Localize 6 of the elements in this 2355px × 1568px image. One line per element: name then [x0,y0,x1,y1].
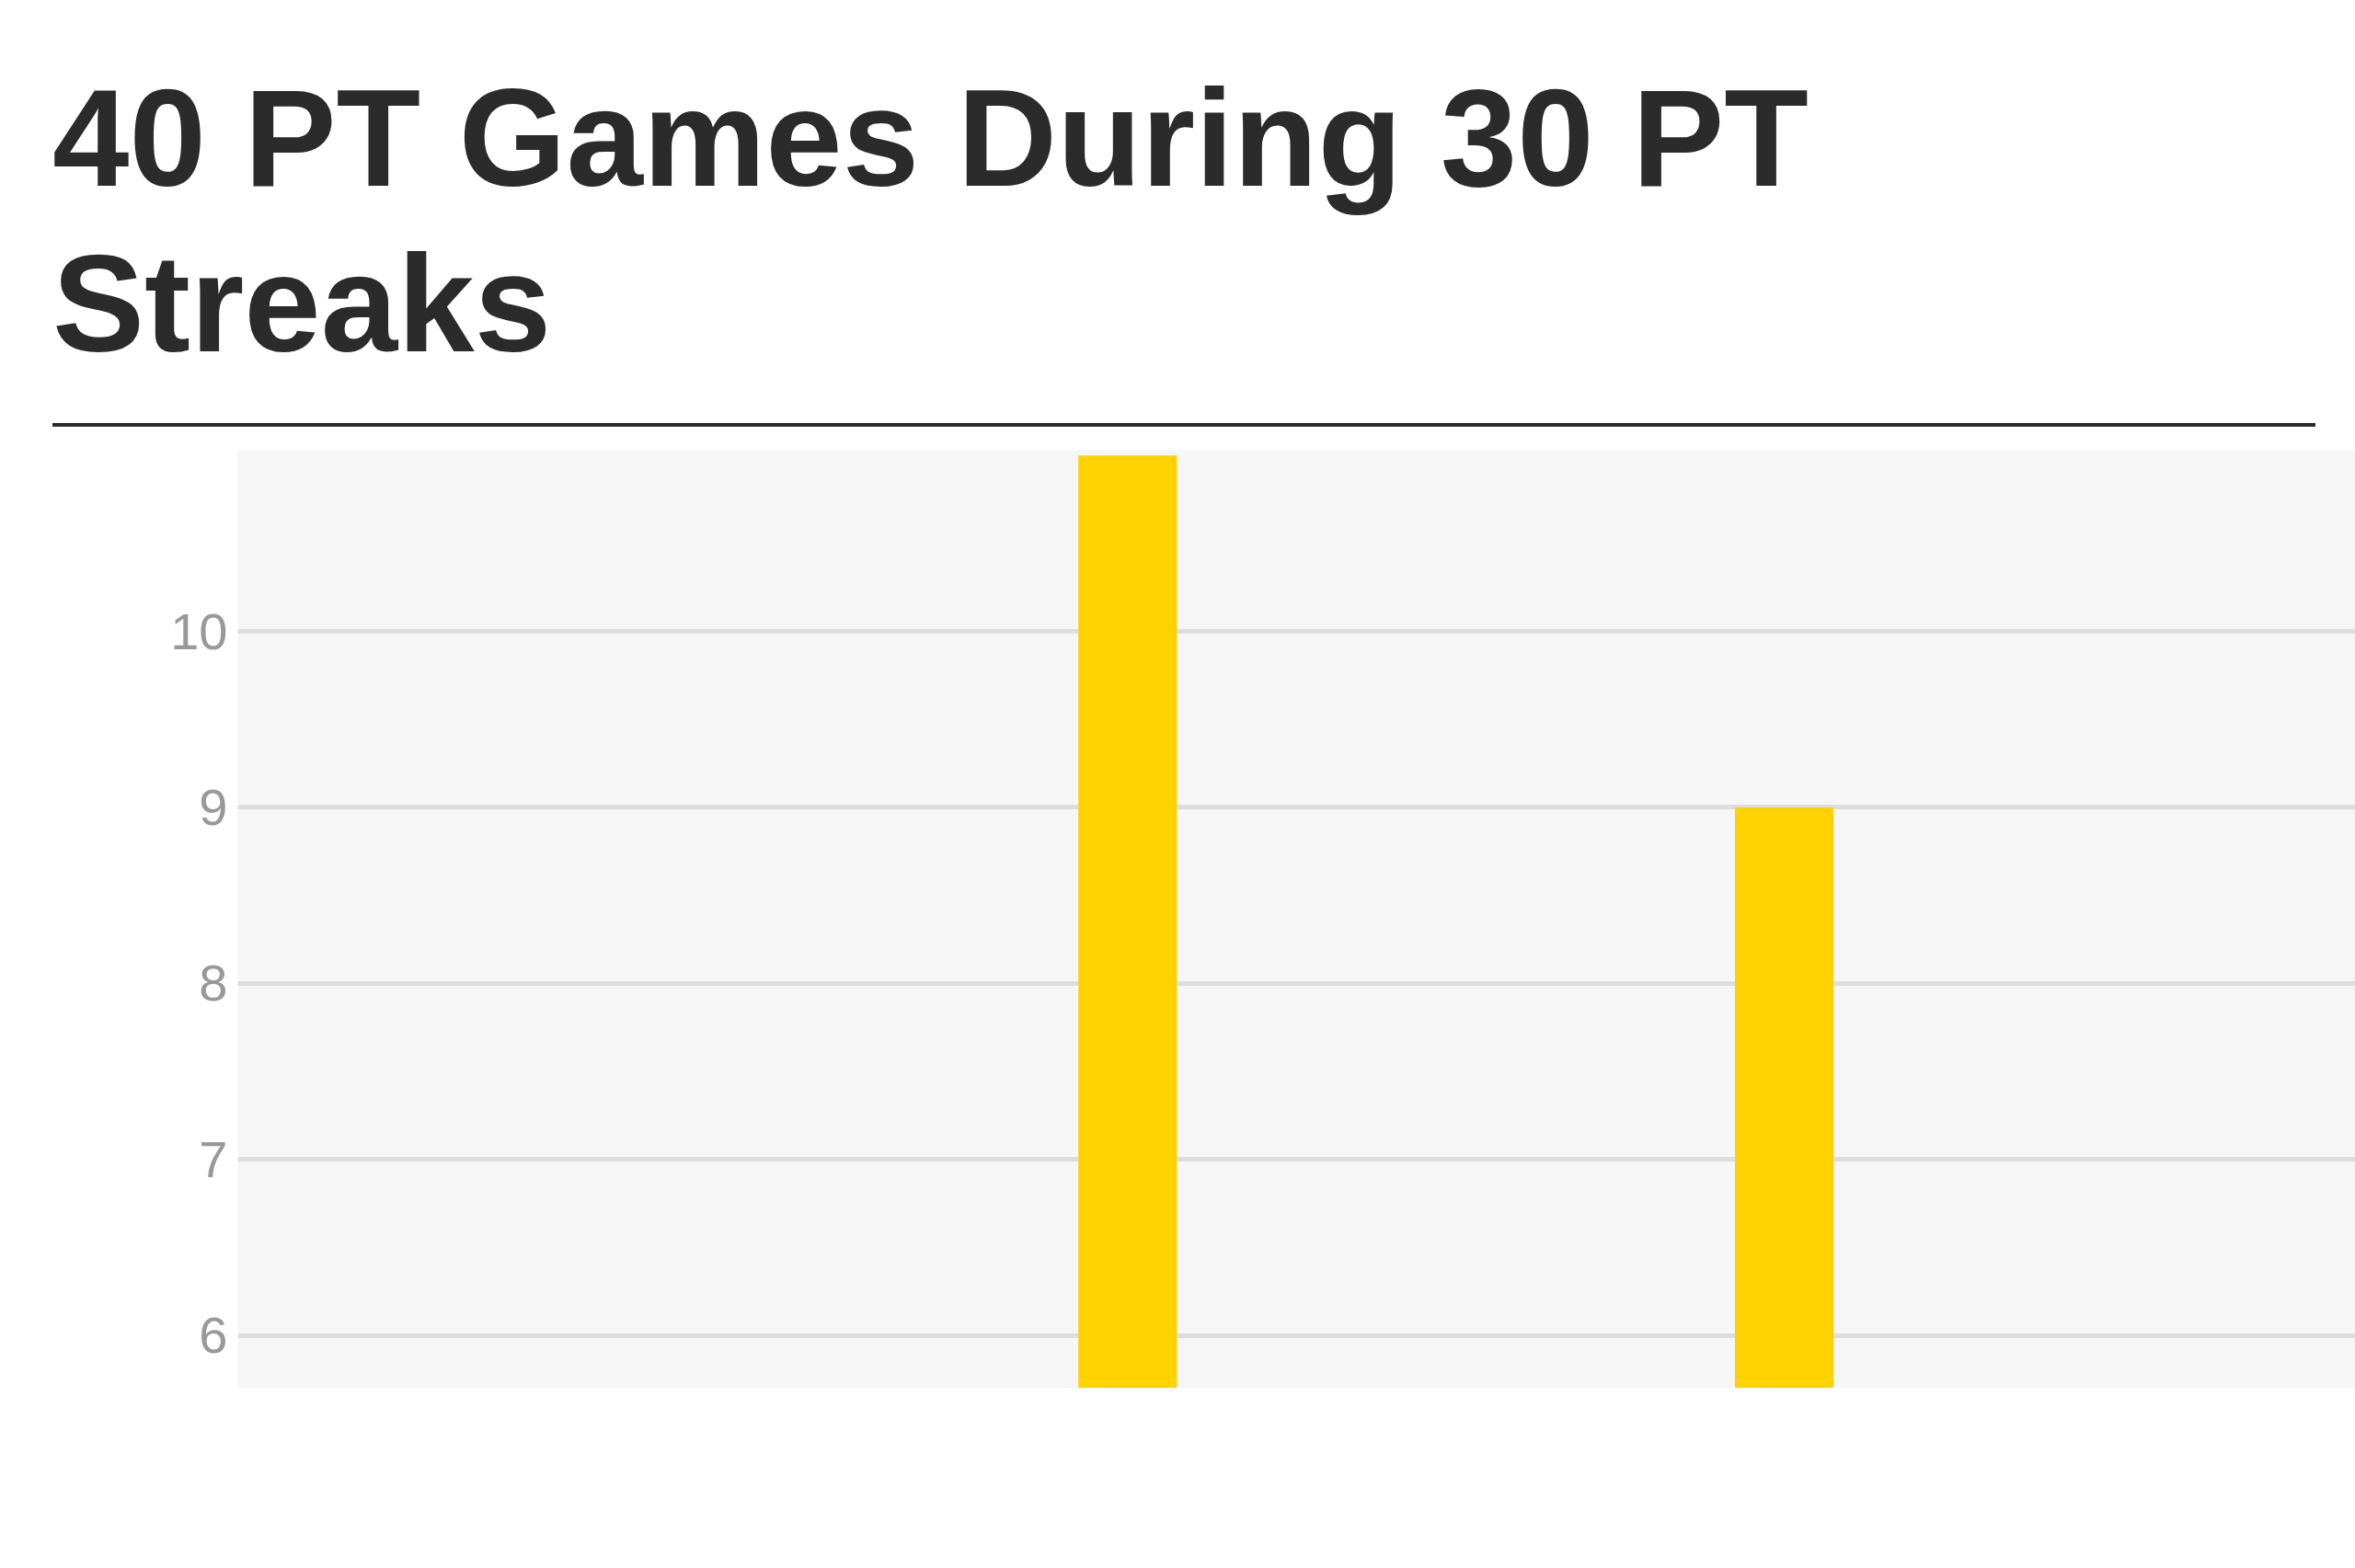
y-tick-label: 6 [199,1306,228,1365]
y-tick-label: 10 [170,601,228,660]
chart-title: 40 PT Games During 30 PT Streaks [52,60,1809,383]
y-tick-label: 8 [199,954,228,1013]
y-tick-label: 9 [199,777,228,836]
y-tick-label: 7 [199,1129,228,1188]
